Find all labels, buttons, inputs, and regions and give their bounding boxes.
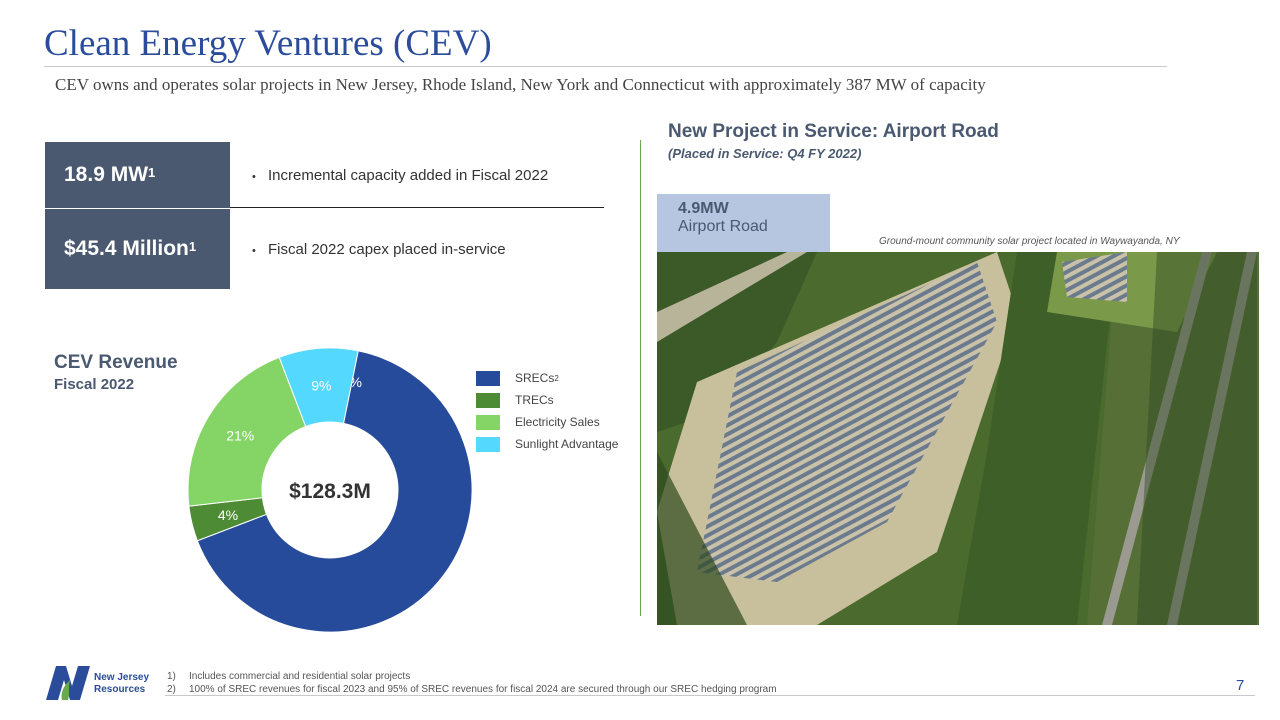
revenue-subtitle: Fiscal 2022 <box>54 376 135 393</box>
footnote-text: Includes commercial and residential sola… <box>189 671 411 682</box>
photo-caption: Ground-mount community solar project loc… <box>879 236 1180 247</box>
project-name: Airport Road <box>678 218 768 235</box>
company-name: New Jersey Resources <box>94 672 149 696</box>
revenue-donut-chart: 66%4%21%9%$128.3M <box>187 347 473 633</box>
stat-capex-value: $45.4 Million <box>64 237 189 260</box>
footnote-text: 100% of SREC revenues for fiscal 2023 an… <box>189 684 777 695</box>
project-tag: 4.9MW Airport Road <box>657 194 830 252</box>
legend-label: TRECs <box>515 393 554 407</box>
legend-label: Sunlight Advantage <box>515 437 619 451</box>
page-subtitle: CEV owns and operates solar projects in … <box>55 75 986 94</box>
stat-divider <box>230 207 604 208</box>
company-logo <box>46 666 90 700</box>
page-number: 7 <box>1236 677 1245 694</box>
stat-capacity-description: • Incremental capacity added in Fiscal 20… <box>252 167 548 184</box>
donut-slice-srecs <box>196 350 473 633</box>
bullet-icon: • <box>252 245 256 257</box>
footnote: 1) Includes commercial and residential so… <box>167 670 777 683</box>
footer-divider <box>165 695 1255 696</box>
footnote-number: 1) <box>167 671 176 682</box>
donut-center-label: $128.3M <box>289 480 371 503</box>
bullet-icon: • <box>252 171 256 183</box>
legend-item-srecs: SRECs 2 <box>476 367 618 389</box>
company-name-line2: Resources <box>94 684 146 695</box>
stat-capacity-footnote: 1 <box>148 164 156 180</box>
revenue-title: CEV Revenue <box>54 352 178 373</box>
donut-slice-electricity-sales <box>187 356 307 507</box>
stat-capex-footnote: 1 <box>188 238 197 254</box>
legend-item-sunlight-advantage: Sunlight Advantage <box>476 433 618 455</box>
footnotes: 1) Includes commercial and residential so… <box>167 670 777 696</box>
company-name-line1: New Jersey <box>94 672 150 683</box>
project-title: New Project in Service: Airport Road <box>668 121 999 142</box>
legend-swatch <box>476 392 500 408</box>
legend-label: Electricity Sales <box>515 415 600 429</box>
legend-label: SRECs <box>515 371 555 385</box>
legend-item-electricity-sales: Electricity Sales <box>476 411 618 433</box>
aerial-photo-image <box>657 252 1259 625</box>
page-title: Clean Energy Ventures (CEV) <box>44 23 492 64</box>
legend-swatch <box>476 414 500 430</box>
footnote-number: 2) <box>167 684 176 695</box>
section-divider <box>640 140 641 616</box>
legend-swatch <box>476 436 500 452</box>
stat-capex: $45.4 Million 1 <box>45 208 230 289</box>
project-capacity: 4.9MW <box>678 200 729 217</box>
donut-slice-sunlight-advantage <box>278 347 359 428</box>
donut-label-electricity-sales: 21% <box>226 428 254 444</box>
title-divider <box>44 66 1167 67</box>
chart-legend: SRECs 2 TRECs Electricity Sales Sunlight … <box>476 367 618 455</box>
donut-label-trecs: 4% <box>218 507 238 523</box>
project-subtitle: (Placed in Service: Q4 FY 2022) <box>668 146 862 161</box>
aerial-photo <box>657 252 1259 625</box>
legend-footnote: 2 <box>554 373 559 383</box>
donut-label-sunlight-advantage: 9% <box>311 377 331 393</box>
stat-capacity-value: 18.9 MW <box>64 163 149 186</box>
legend-item-trecs: TRECs <box>476 389 618 411</box>
legend-swatch <box>476 370 500 386</box>
stat-capex-description: • Fiscal 2022 capex placed in-service <box>252 241 506 258</box>
stat-capacity-text: Incremental capacity added in Fiscal 202… <box>268 167 549 184</box>
footnote: 2) 100% of SREC revenues for fiscal 2023 … <box>167 683 777 696</box>
stat-capacity: 18.9 MW 1 <box>45 142 230 208</box>
stat-capex-text: Fiscal 2022 capex placed in-service <box>268 241 506 258</box>
